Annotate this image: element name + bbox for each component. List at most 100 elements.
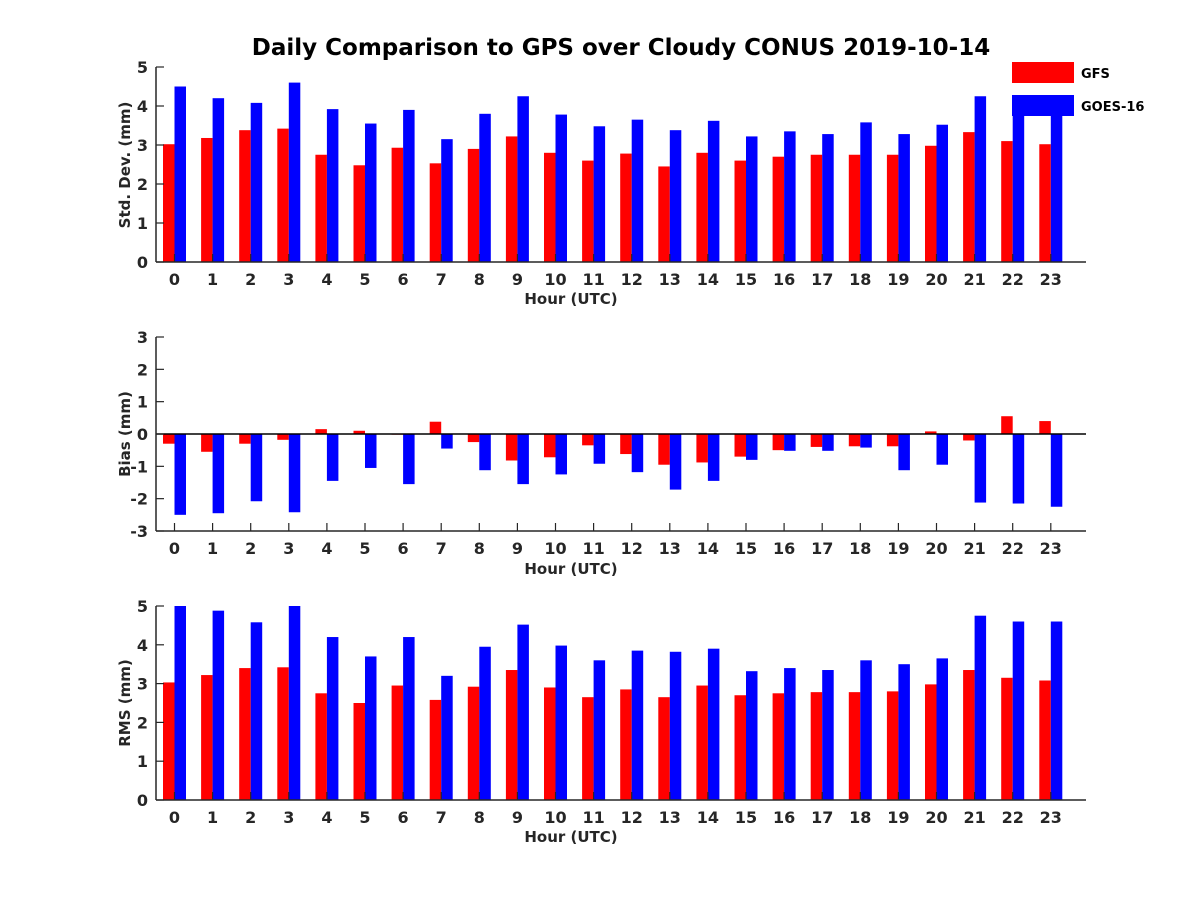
bar-gfs-5 — [353, 703, 365, 800]
bar-gfs-9 — [505, 670, 518, 800]
bar-gfs-9 — [505, 136, 518, 262]
bar-gfs-2 — [239, 130, 251, 262]
bar-goes-16-0 — [174, 606, 186, 800]
bar-goes-16-7 — [441, 139, 453, 262]
bar-goes-16-3 — [288, 434, 301, 513]
bar-goes-16-22 — [1012, 104, 1025, 262]
bar-gfs-19 — [886, 154, 899, 262]
bar-goes-16-12 — [631, 434, 644, 473]
bar-gfs-15 — [734, 695, 746, 800]
legend: GFS GOES-16 — [1012, 62, 1144, 116]
bar-gfs-3 — [277, 128, 289, 262]
bar-goes-16-15 — [746, 671, 758, 800]
bar-goes-16-21 — [974, 96, 987, 262]
legend-swatch-goes-16 — [1012, 95, 1074, 116]
bar-gfs-23 — [1039, 144, 1051, 262]
x-tick-label: 9 — [512, 270, 523, 289]
bar-gfs-2 — [239, 668, 251, 800]
bar-goes-16-16 — [784, 668, 796, 800]
bar-goes-16-20 — [936, 658, 948, 800]
bar-goes-16-10 — [555, 114, 567, 262]
bar-goes-16-13 — [669, 651, 682, 800]
bar-gfs-19 — [886, 691, 899, 800]
bar-gfs-7 — [429, 699, 442, 800]
bar-goes-16-22 — [1012, 434, 1025, 504]
x-tick-label: 22 — [1002, 270, 1024, 289]
bar-goes-16-1 — [212, 98, 225, 262]
y-axis-title: Bias (mm) — [116, 391, 134, 477]
bar-gfs-13 — [658, 166, 670, 262]
bar-goes-16-11 — [593, 434, 606, 464]
bar-goes-16-19 — [898, 434, 910, 471]
bar-goes-16-8 — [479, 113, 491, 262]
bar-gfs-17 — [810, 434, 823, 447]
bar-gfs-21 — [963, 434, 975, 441]
x-tick-label: 13 — [659, 270, 681, 289]
bar-goes-16-23 — [1050, 621, 1063, 800]
bar-gfs-14 — [696, 152, 708, 262]
bar-gfs-8 — [467, 686, 480, 800]
y-tick-label: 0 — [137, 425, 148, 444]
bar-goes-16-17 — [822, 670, 834, 800]
bar-goes-16-14 — [707, 648, 720, 800]
bar-gfs-20 — [925, 684, 937, 800]
bar-gfs-6 — [391, 147, 404, 262]
y-tick-label: 2 — [137, 360, 148, 379]
bar-goes-16-3 — [288, 606, 301, 800]
x-tick-label: 2 — [245, 270, 256, 289]
x-tick-label: 4 — [321, 539, 332, 558]
bar-goes-16-17 — [822, 134, 834, 262]
x-tick-label: 14 — [697, 808, 719, 827]
x-tick-label: 22 — [1002, 539, 1024, 558]
x-tick-label: 4 — [321, 270, 332, 289]
bar-goes-16-21 — [974, 434, 987, 503]
bar-goes-16-23 — [1050, 107, 1063, 262]
bar-gfs-23 — [1039, 421, 1051, 434]
bar-goes-16-6 — [403, 637, 415, 800]
x-tick-label: 10 — [544, 270, 566, 289]
bar-goes-16-18 — [860, 660, 872, 800]
bar-gfs-1 — [201, 434, 213, 452]
bar-gfs-11 — [582, 160, 594, 262]
bar-goes-16-20 — [936, 124, 948, 262]
x-tick-label: 14 — [697, 270, 719, 289]
bar-goes-16-16 — [784, 131, 796, 262]
bar-gfs-14 — [696, 434, 708, 463]
bar-goes-16-8 — [479, 434, 491, 471]
bar-gfs-22 — [1001, 416, 1013, 434]
bar-gfs-7 — [429, 163, 442, 262]
y-tick-label: -2 — [130, 490, 148, 509]
x-tick-label: 16 — [773, 270, 795, 289]
bar-gfs-9 — [505, 434, 518, 461]
bar-goes-16-12 — [631, 119, 644, 263]
x-tick-label: 3 — [283, 270, 294, 289]
bar-goes-16-11 — [593, 660, 606, 800]
x-tick-label: 5 — [359, 808, 370, 827]
x-tick-label: 23 — [1040, 539, 1062, 558]
bar-gfs-8 — [467, 434, 480, 443]
bar-gfs-18 — [848, 692, 861, 800]
bar-goes-16-13 — [669, 434, 682, 490]
x-tick-label: 7 — [436, 270, 447, 289]
y-tick-label: 1 — [137, 393, 148, 412]
bar-goes-16-15 — [746, 434, 758, 460]
bar-goes-16-2 — [250, 622, 263, 800]
bar-gfs-18 — [848, 434, 861, 447]
bar-gfs-3 — [277, 667, 289, 800]
bar-gfs-13 — [658, 697, 670, 800]
bar-goes-16-20 — [936, 434, 948, 465]
x-tick-label: 1 — [207, 270, 218, 289]
bar-goes-16-9 — [517, 624, 529, 800]
bar-gfs-2 — [239, 434, 251, 444]
bar-gfs-11 — [582, 697, 594, 800]
y-tick-label: 3 — [137, 136, 148, 155]
x-tick-label: 11 — [582, 270, 604, 289]
bar-goes-16-7 — [441, 675, 453, 800]
y-tick-label: 2 — [137, 713, 148, 732]
bar-gfs-1 — [201, 137, 213, 262]
bar-goes-16-1 — [212, 610, 225, 800]
bar-gfs-0 — [163, 682, 175, 800]
y-tick-label: -3 — [130, 522, 148, 541]
